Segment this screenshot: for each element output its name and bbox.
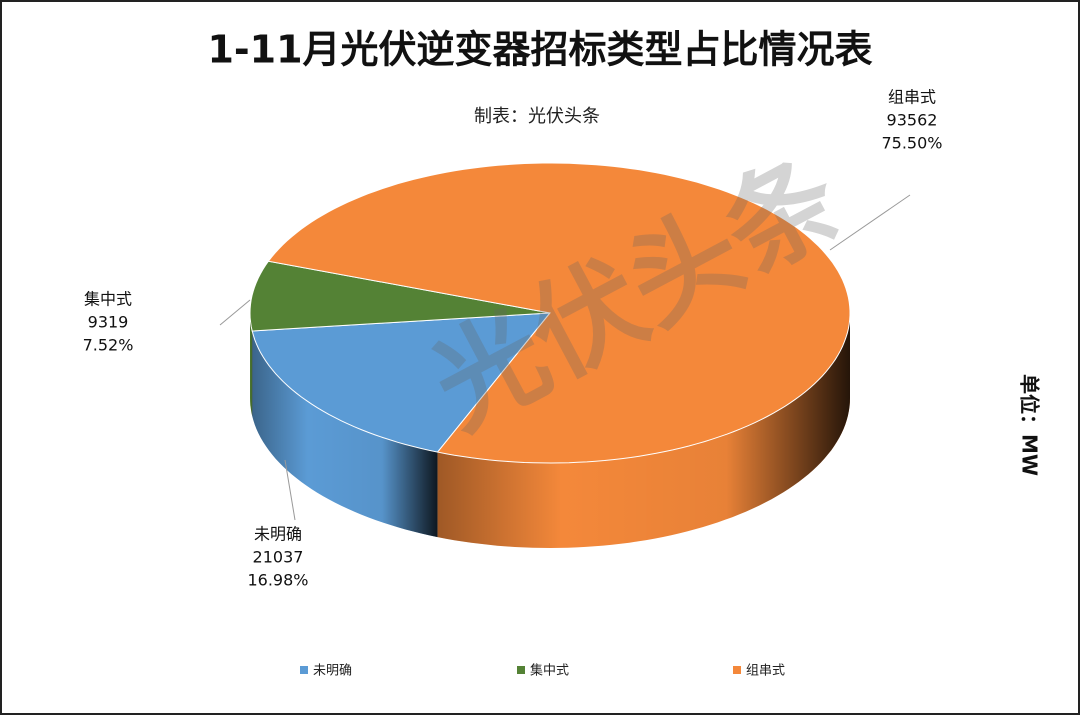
pie xyxy=(249,162,851,548)
leader-line xyxy=(829,194,911,251)
side-shade xyxy=(250,313,253,416)
side-shade xyxy=(437,313,850,548)
slice xyxy=(251,312,552,453)
data-label-value: 21037 xyxy=(253,548,304,567)
side-shade xyxy=(252,331,438,538)
chart-subtitle: 制表：光伏头条 xyxy=(474,106,600,127)
chart-title: 1-11月光伏逆变器招标类型占比情况表 xyxy=(207,28,872,72)
data-label-name: 集中式 xyxy=(84,290,132,309)
legend-label: 组串式 xyxy=(746,664,785,679)
leader-line xyxy=(219,299,251,326)
legend-swatch xyxy=(733,666,741,674)
data-label-value: 9319 xyxy=(88,313,129,332)
leader-line xyxy=(284,459,296,521)
legend-swatch xyxy=(517,666,525,674)
data-label-name: 组串式 xyxy=(888,88,936,107)
data-label-name: 未明确 xyxy=(254,525,302,544)
data-label-percent: 75.50% xyxy=(881,134,942,153)
unit-label: 单位：MW xyxy=(1018,374,1042,476)
slice xyxy=(267,162,851,464)
legend-label: 集中式 xyxy=(530,663,569,679)
slice xyxy=(249,260,551,332)
legend-label: 未明确 xyxy=(313,664,352,679)
data-label-percent: 16.98% xyxy=(247,571,308,590)
data-label-percent: 7.52% xyxy=(83,336,134,355)
data-label-value: 93562 xyxy=(887,111,938,130)
legend-swatch xyxy=(300,666,308,674)
